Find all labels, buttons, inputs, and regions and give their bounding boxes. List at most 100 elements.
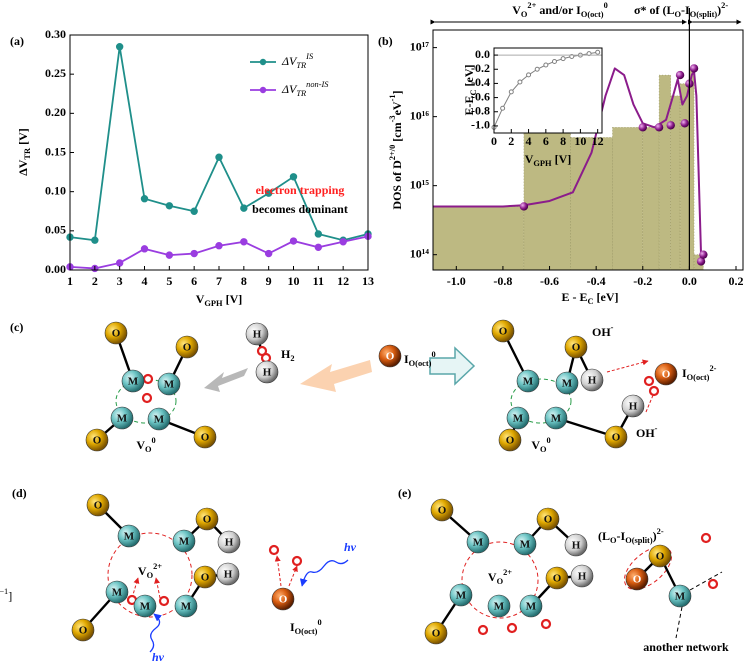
atom-label: H — [263, 367, 272, 379]
atom-label: M — [675, 591, 686, 603]
point — [166, 252, 172, 258]
atom: M — [467, 531, 489, 553]
atom-label: M — [456, 590, 467, 602]
y-tick-label: 0.05 — [45, 223, 66, 237]
text-part: TR — [296, 61, 306, 70]
y-axis-label: DOS of D2+/0 [cm-3eV-1] — [388, 90, 403, 209]
atom: O — [431, 499, 453, 521]
diagram-text: IO(oct)0 — [290, 618, 322, 636]
text-part: σ* of (L — [634, 3, 675, 17]
atom-label: O — [94, 500, 103, 512]
diagram-text: hν — [344, 540, 357, 554]
atom-label: O — [432, 628, 441, 640]
text-part: [eV] — [594, 290, 619, 304]
atom-label: H — [225, 537, 234, 549]
atom: H — [571, 565, 593, 587]
text-part: O — [540, 445, 547, 454]
text-part: E-E — [462, 96, 476, 116]
y-tick-label: 10¹⁷ — [410, 39, 430, 53]
atom: H — [256, 361, 278, 383]
x-tick-label: 3 — [117, 274, 123, 288]
text-part: V — [196, 292, 205, 306]
text-part: ] — [8, 589, 12, 603]
text-part: GPH — [204, 299, 223, 308]
annotation: becomes dominant — [252, 202, 348, 216]
text-part: 2+ — [527, 1, 536, 10]
panel-label: (a) — [10, 34, 24, 48]
y-tick-label: 10¹⁶ — [410, 108, 430, 122]
clipped-text: γ−1] — [0, 587, 12, 602]
point — [639, 123, 647, 131]
electron — [143, 394, 151, 402]
atom-label: M — [562, 378, 573, 390]
atom-label: M — [523, 376, 534, 388]
point — [191, 208, 197, 214]
y-tick-label: 0.00 — [45, 262, 66, 276]
atom: O — [196, 508, 218, 530]
atom: H — [581, 369, 603, 391]
atom-label: M — [520, 539, 531, 551]
text-part: V — [136, 438, 145, 452]
annotation: σ* of (LO-IO(split))2- — [634, 1, 728, 19]
point — [667, 121, 675, 129]
diagram-d: (d)OMMOHOHMMMOOVO2+IO(oct)0hνhν — [12, 486, 357, 664]
diagram-text: (LO-IO(split))2- — [598, 527, 664, 545]
photon — [302, 560, 348, 586]
point — [92, 237, 98, 243]
atom: O — [194, 426, 216, 448]
y-tick-label: 0.10 — [45, 183, 66, 197]
text-part: O(split) — [690, 10, 718, 19]
atom: O — [272, 588, 294, 610]
x-tick-label: 0.0 — [682, 274, 697, 288]
atom: O — [655, 363, 677, 385]
atom-label: O — [662, 369, 671, 381]
text-part: O(oct) — [409, 359, 432, 368]
bar — [689, 68, 694, 270]
x-tick-label: 13 — [362, 274, 374, 288]
text-part: O(oct) — [581, 10, 604, 19]
x-tick-label: 2 — [508, 134, 514, 148]
x-tick-label: 6 — [543, 134, 549, 148]
point — [340, 239, 346, 245]
atom-label: M — [112, 587, 123, 599]
point — [241, 205, 247, 211]
atom: O — [499, 429, 521, 451]
point — [216, 154, 222, 160]
y-tick-label: 10¹⁴ — [410, 246, 430, 260]
point — [241, 239, 247, 245]
grey-arrow — [204, 368, 248, 392]
atom-label: O — [499, 326, 508, 338]
x-tick-label: 8 — [560, 134, 566, 148]
x-tick-label: 10 — [574, 134, 586, 148]
diagram-text: OH- — [592, 323, 614, 338]
text-part: V — [512, 3, 521, 17]
text-part: -1 — [388, 94, 397, 101]
text-part: [eV] — [462, 64, 476, 89]
atom-label: M — [526, 601, 537, 613]
x-tick-label: -0.8 — [493, 274, 512, 288]
text-part: 0 — [547, 436, 551, 445]
annotation: VO2+ and/or IO(oct)0 — [512, 1, 608, 19]
atom-label: M — [117, 413, 128, 425]
atom: M — [556, 372, 578, 394]
atom-label: H — [224, 569, 233, 581]
atom-label: O — [572, 342, 581, 354]
x-tick-label: 7 — [216, 274, 222, 288]
electron — [293, 557, 301, 565]
text-part: [V] — [223, 292, 243, 306]
diagram-text: VO2+ — [488, 568, 512, 586]
diagram-text: IO(oct)0 — [404, 350, 436, 368]
atom: O — [565, 336, 587, 358]
diagram-c: (c)OOMMMMOOHHOOOHMMMMOOHOH2IO(oct)0VO0OH… — [10, 320, 717, 455]
atom: M — [118, 525, 140, 547]
diagram-text: OH- — [636, 424, 658, 439]
text-part: 2+ — [153, 562, 162, 571]
bar — [571, 137, 613, 270]
diagram-text: VO0 — [136, 436, 155, 454]
atom-label: O — [183, 342, 192, 354]
electron-arrow — [156, 578, 160, 598]
text-part: 2- — [721, 1, 728, 10]
point — [509, 90, 513, 94]
text-part: IS — [305, 52, 314, 61]
